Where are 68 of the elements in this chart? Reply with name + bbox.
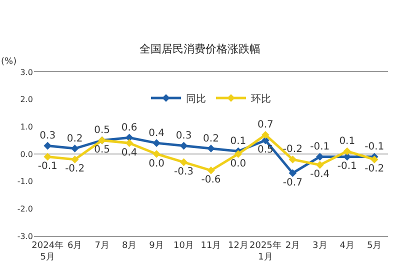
x-tick-label: 7月 — [94, 240, 110, 251]
y-tick-label: -2.0 — [17, 204, 33, 214]
x-tick-label: 6月 — [67, 240, 82, 251]
data-label: 0.7 — [258, 120, 274, 131]
data-label: 0.5 — [258, 144, 274, 156]
data-label: 0.4 — [148, 128, 164, 139]
data-label: -0.2 — [65, 164, 85, 175]
x-tick-label: 8月 — [122, 240, 137, 251]
x-tick-label: 2024年 5月 — [32, 240, 64, 262]
y-tick-label: -3.0 — [17, 232, 33, 241]
y-axis-title: (%) — [1, 57, 17, 67]
point — [288, 169, 297, 178]
data-label: 0.0 — [230, 158, 246, 170]
chart-title: 全国居民消费价格涨跌幅 — [140, 42, 260, 56]
x-tick-label: 2月 — [285, 240, 300, 251]
point — [370, 156, 378, 164]
data-label: 0.1 — [339, 136, 356, 148]
data-label: -0.7 — [282, 177, 302, 188]
y-tick-label: -1.0 — [17, 177, 33, 186]
point — [234, 150, 242, 158]
y-tick-label: 3.0 — [20, 68, 33, 77]
legend-label: 同比 — [186, 92, 206, 105]
point — [288, 156, 297, 164]
point — [152, 150, 160, 158]
point — [44, 142, 52, 150]
data-label: -0.1 — [310, 141, 330, 152]
x-tick-label: 10月 — [174, 240, 194, 251]
point — [207, 166, 215, 174]
data-label: 0.0 — [148, 158, 164, 170]
point — [152, 139, 160, 147]
point — [180, 142, 188, 150]
data-label: 0.3 — [40, 130, 56, 142]
data-label: -0.1 — [364, 141, 384, 152]
data-label: 0.6 — [121, 122, 138, 134]
legend-label: 环比 — [251, 92, 271, 105]
data-label: 0.2 — [203, 133, 219, 144]
data-label: 0.5 — [94, 125, 110, 136]
data-label: -0.1 — [38, 160, 58, 172]
data-label: 0.5 — [94, 144, 110, 156]
point — [262, 130, 270, 139]
y-tick-label: 2.0 — [20, 95, 33, 104]
data-label: -0.4 — [310, 169, 330, 180]
x-tick-label: 9月 — [149, 240, 164, 251]
point — [70, 156, 79, 164]
data-label: -0.2 — [364, 164, 384, 175]
point — [343, 147, 352, 156]
x-tick-label: 3月 — [312, 240, 328, 251]
data-label: -0.6 — [201, 174, 221, 186]
data-label: -0.3 — [174, 166, 194, 178]
point — [70, 144, 79, 152]
data-label: -0.2 — [282, 144, 302, 156]
data-label: 0.2 — [66, 133, 83, 144]
point — [316, 161, 324, 169]
data-label: 0.4 — [121, 147, 138, 158]
x-tick-label: 5月 — [367, 240, 382, 251]
x-tick-label: 12月 — [228, 240, 248, 251]
point — [180, 158, 188, 166]
data-label: 0.3 — [176, 130, 192, 142]
point — [207, 144, 215, 152]
data-label: 0.1 — [230, 136, 246, 148]
y-tick-label: 1.0 — [20, 122, 33, 132]
x-tick-label: 11月 — [200, 240, 222, 251]
data-label: -0.1 — [337, 160, 357, 172]
x-tick-label: 2025年 1月 — [250, 240, 282, 262]
point — [44, 152, 52, 161]
y-tick-label: 0.0 — [20, 150, 33, 159]
x-tick-label: 4月 — [340, 240, 355, 251]
point — [125, 139, 134, 147]
